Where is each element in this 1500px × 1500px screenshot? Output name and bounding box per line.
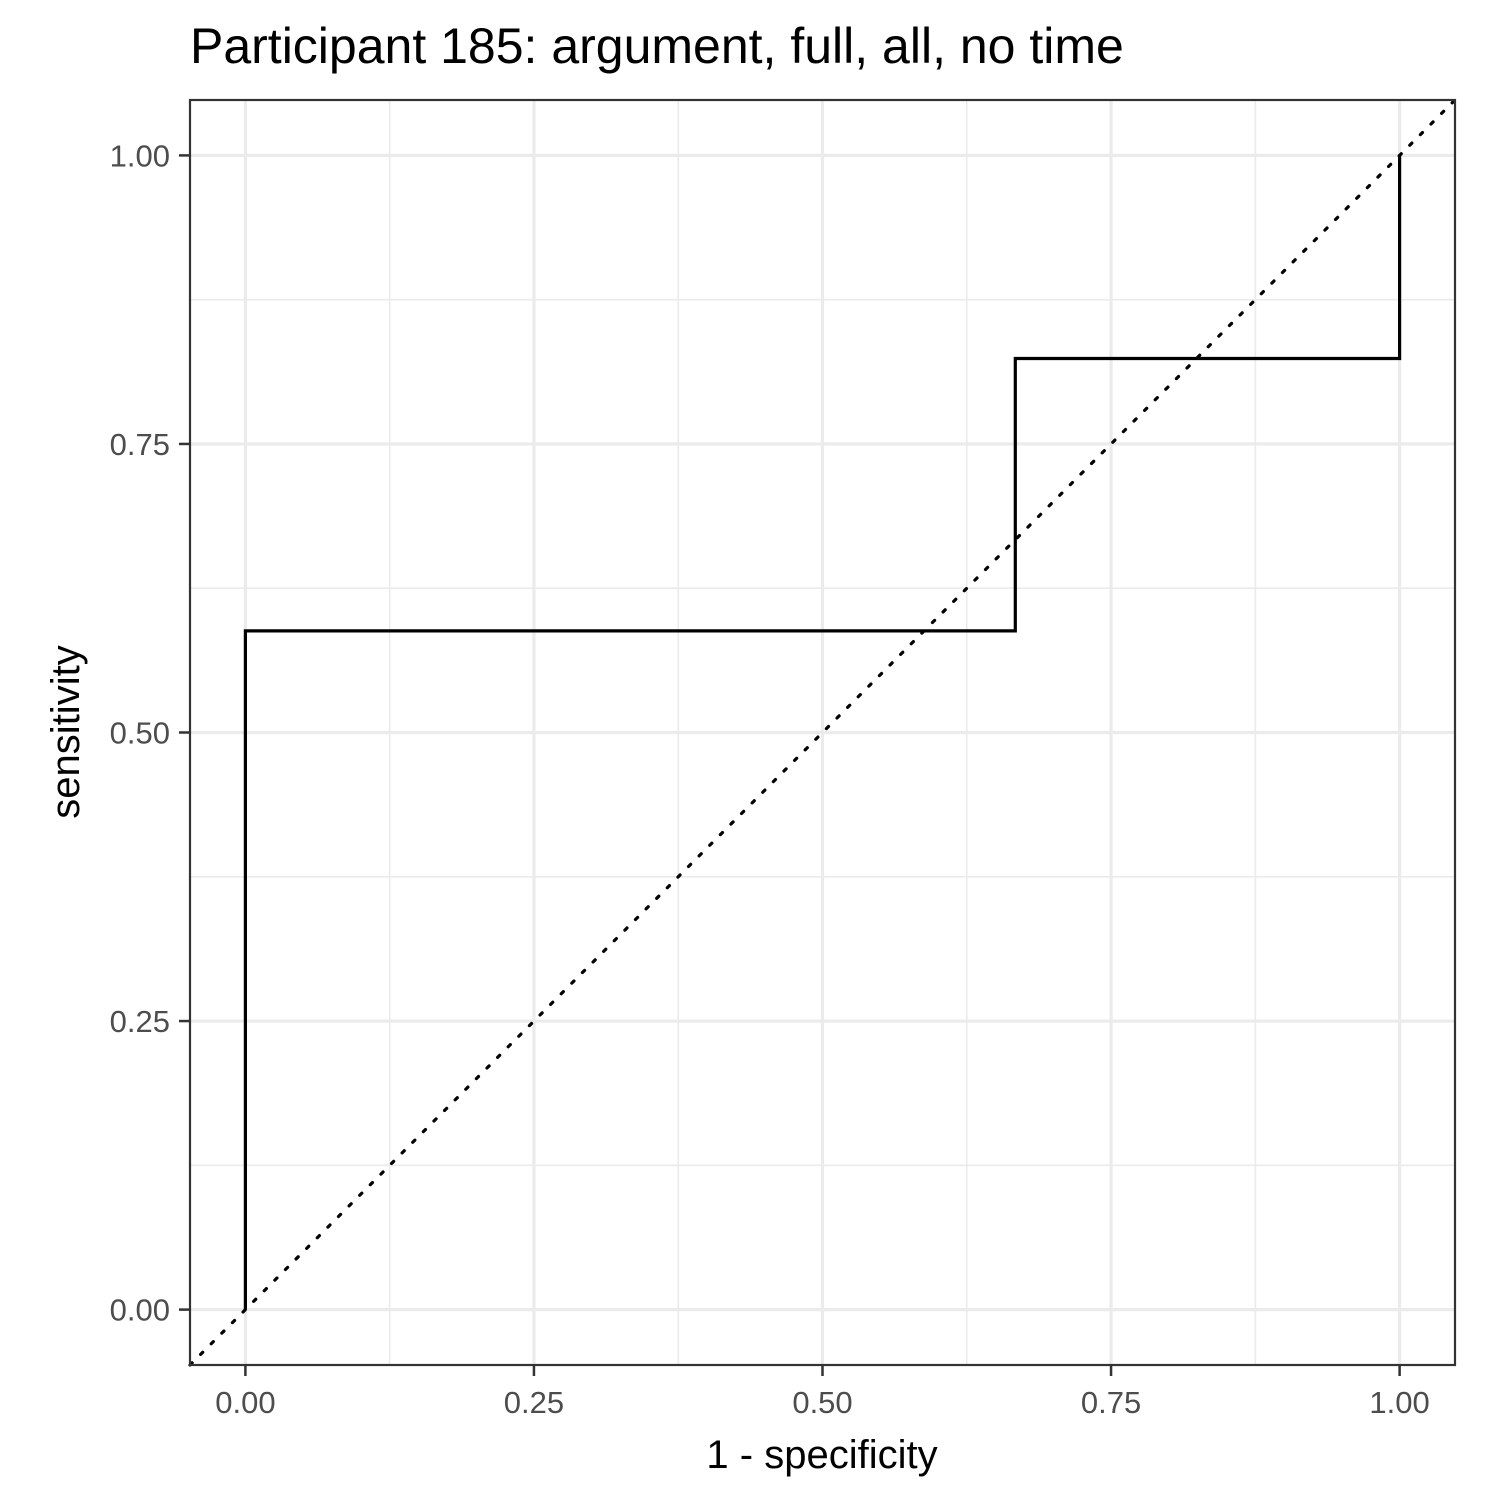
x-tick-label: 0.00 xyxy=(215,1385,275,1420)
x-tick-label: 0.25 xyxy=(504,1385,564,1420)
x-tick-label: 0.50 xyxy=(792,1385,852,1420)
y-tick-label: 1.00 xyxy=(110,138,170,173)
y-tick-label: 0.00 xyxy=(110,1293,170,1328)
chart-title: Participant 185: argument, full, all, no… xyxy=(190,18,1124,74)
y-axis: 0.00 0.25 0.50 0.75 1.00 xyxy=(110,138,190,1328)
roc-curve-line xyxy=(243,155,1402,1310)
y-tick-label: 0.75 xyxy=(110,427,170,462)
x-axis-title: 1 - specificity xyxy=(706,1433,937,1477)
x-axis: 0.00 0.25 0.50 0.75 1.00 xyxy=(215,1365,1430,1420)
roc-curve xyxy=(243,155,1402,1310)
y-axis-title: sensitivity xyxy=(44,645,88,818)
x-tick-label: 1.00 xyxy=(1369,1385,1429,1420)
y-tick-label: 0.50 xyxy=(110,716,170,751)
major-gridlines xyxy=(190,100,1455,1365)
x-tick-label: 0.75 xyxy=(1081,1385,1141,1420)
y-tick-label: 0.25 xyxy=(110,1004,170,1039)
